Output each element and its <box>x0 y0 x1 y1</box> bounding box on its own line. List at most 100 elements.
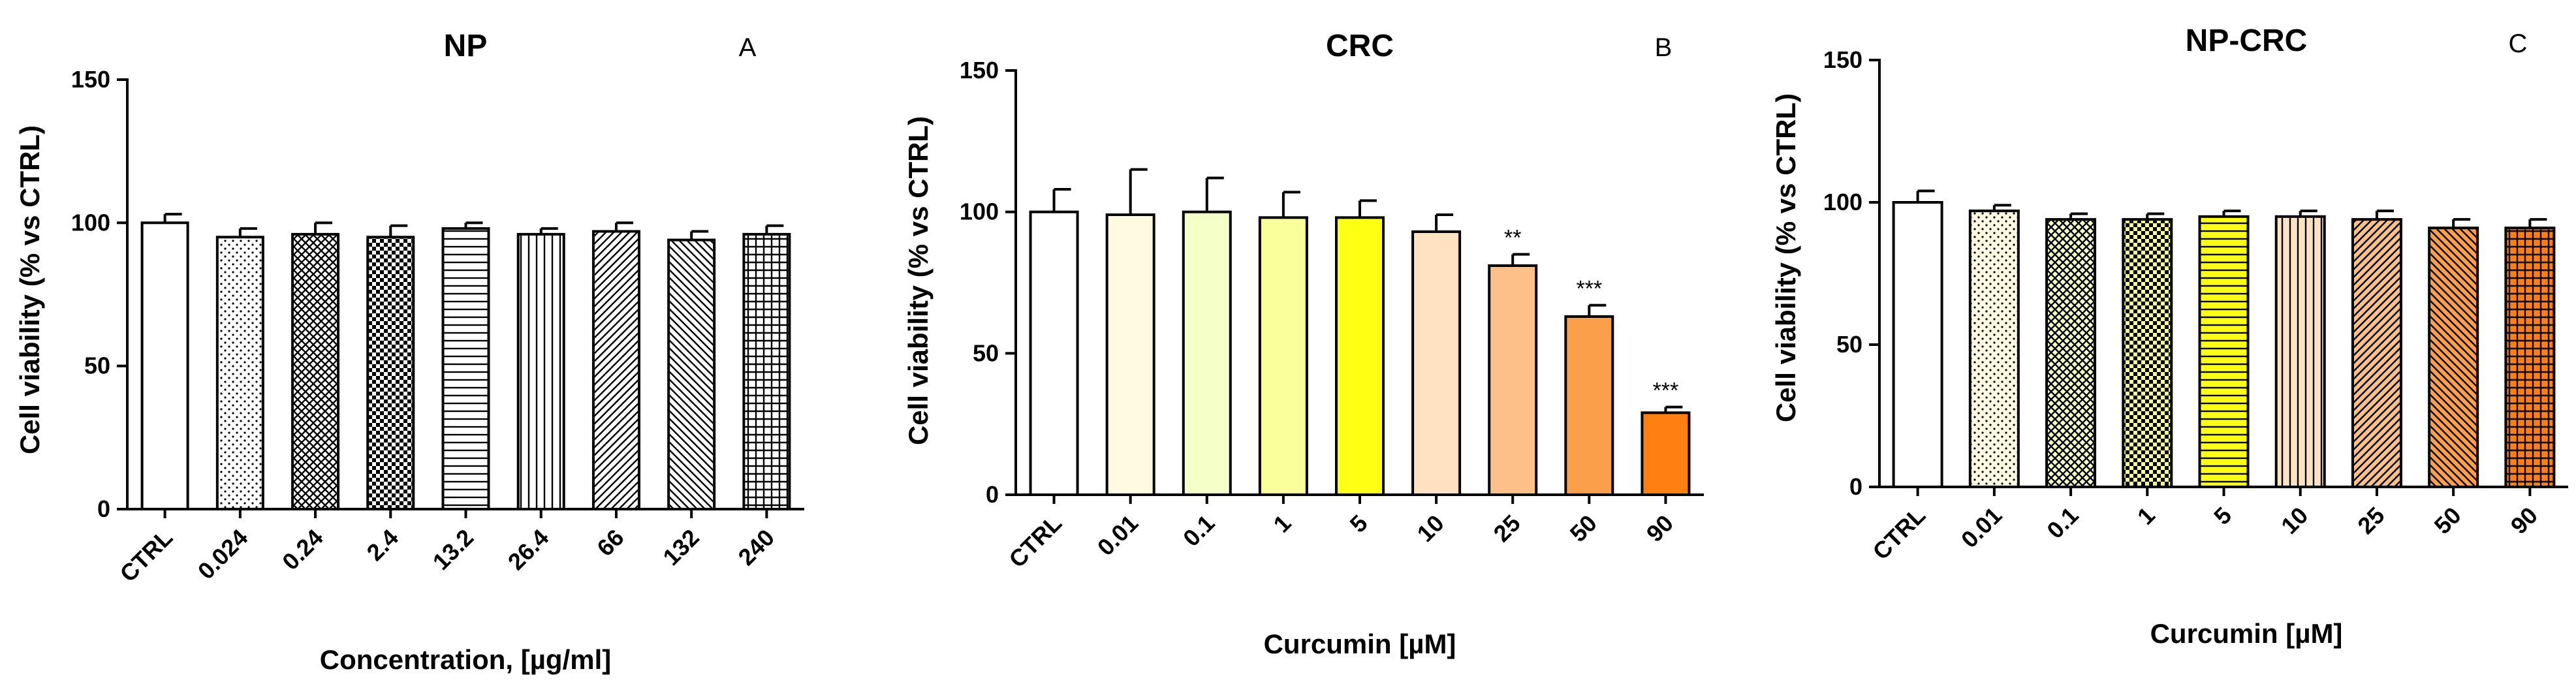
panel-letter: B <box>1655 33 1673 62</box>
x-tick-label: 0.024 <box>193 524 253 585</box>
chart-title: NP <box>444 29 488 63</box>
error-bar-50 <box>1588 304 1607 317</box>
bar-5 <box>1335 216 1385 496</box>
bar-pattern-2.4 <box>369 238 413 508</box>
x-tick-label: 132 <box>657 524 704 570</box>
y-tick-label: 0 <box>97 495 110 522</box>
bar-1 <box>1258 216 1308 496</box>
error-bar-10 <box>2299 210 2317 217</box>
bar-pattern-5 <box>2201 217 2247 486</box>
error-bar-0.1 <box>2069 212 2088 220</box>
error-bar-2.4 <box>389 224 408 238</box>
bar-pattern-0.1 <box>2048 221 2094 486</box>
bar-10 <box>1411 230 1462 496</box>
chart-panel-np-crc: NP-CRC C Cell viability (% vs CTRL) Curc… <box>1770 23 2568 649</box>
chart-title: CRC <box>1326 29 1394 63</box>
x-tick-label: 2.4 <box>362 524 403 566</box>
error-bar-10 <box>1435 213 1454 232</box>
y-tick-label: 150 <box>1823 46 1862 73</box>
bar-CTRL <box>140 221 189 510</box>
bar-pattern-0.24 <box>294 235 338 508</box>
y-tick-label: 50 <box>973 339 999 366</box>
x-tick-label: 90 <box>2505 502 2543 539</box>
y-tick-label: 100 <box>1823 189 1862 215</box>
error-bar-CTRL <box>163 213 182 223</box>
error-bar-CTRL <box>1052 188 1071 212</box>
x-tick-label: 10 <box>1411 510 1449 547</box>
bar-pattern-26.4 <box>519 235 563 508</box>
y-tick-label: 100 <box>960 198 999 225</box>
bar-pattern-90 <box>2507 229 2553 486</box>
x-axis-label: Curcumin [µM] <box>1264 629 1456 659</box>
error-bar-0.1 <box>1205 176 1224 212</box>
x-tick-label: 5 <box>1345 510 1373 538</box>
bar-25 <box>1488 264 1538 496</box>
error-bar-0.024 <box>238 227 257 238</box>
error-bar-1 <box>1281 191 1300 218</box>
bar-pattern-13.2 <box>444 230 488 508</box>
error-bar-66 <box>614 221 633 232</box>
bar-pattern-66 <box>594 232 638 508</box>
x-axis-label: Curcumin [µM] <box>2150 618 2343 649</box>
x-tick-label: CTRL <box>114 524 178 587</box>
x-tick-label: 50 <box>1565 510 1602 547</box>
x-tick-label: CTRL <box>1867 502 1930 565</box>
bar-90 <box>1641 411 1691 496</box>
error-bar-13.2 <box>464 221 483 229</box>
bar-pattern-0.024 <box>218 238 262 508</box>
significance-label: *** <box>1576 277 1602 302</box>
error-bar-132 <box>690 230 709 240</box>
y-tick-label: 150 <box>960 57 999 84</box>
x-tick-label: 90 <box>1641 510 1678 547</box>
significance-label: *** <box>1653 379 1679 403</box>
panel-letter: A <box>739 33 757 62</box>
bar-pattern-50 <box>2430 229 2477 486</box>
y-axis-label: Cell viability (% vs CTRL) <box>903 116 934 445</box>
y-tick-label: 0 <box>986 481 999 508</box>
error-bar-0.24 <box>314 221 333 234</box>
error-bar-0.01 <box>1992 204 2011 211</box>
error-bar-50 <box>2452 218 2471 228</box>
x-tick-label: CTRL <box>1003 510 1067 573</box>
y-tick-label: 50 <box>1836 331 1862 358</box>
error-bar-25 <box>2375 210 2394 220</box>
x-tick-label: 25 <box>1488 510 1526 547</box>
x-tick-label: 1 <box>2132 502 2160 530</box>
error-bar-1 <box>2146 212 2165 220</box>
bar-pattern-1 <box>2124 221 2171 486</box>
error-bar-CTRL <box>1916 189 1935 202</box>
error-bar-5 <box>2222 210 2241 217</box>
x-tick-label: 0.1 <box>2041 502 2083 544</box>
error-bar-90 <box>2528 218 2547 228</box>
bar-0.1 <box>1182 210 1232 496</box>
bar-CTRL <box>1892 201 1943 488</box>
y-axis-label: Cell viability (% vs CTRL) <box>14 125 45 454</box>
x-tick-label: 0.1 <box>1178 510 1219 552</box>
chart-panel-np: NP A Cell viability (% vs CTRL) Concentr… <box>14 29 804 675</box>
chart-panel-crc: CRC B Cell viability (% vs CTRL) Curcumi… <box>903 29 1704 659</box>
bar-pattern-25 <box>2353 221 2400 486</box>
x-tick-label: 10 <box>2276 502 2313 539</box>
bar-pattern-10 <box>2277 217 2323 486</box>
y-tick-label: 0 <box>1849 473 1862 500</box>
y-tick-label: 100 <box>71 209 110 236</box>
x-tick-label: 5 <box>2208 502 2237 530</box>
bar-0.01 <box>1105 213 1155 496</box>
y-tick-label: 150 <box>71 66 110 93</box>
panel-letter: C <box>2509 29 2528 58</box>
x-tick-label: 25 <box>2352 502 2389 539</box>
x-tick-label: 0.24 <box>277 524 328 576</box>
x-tick-label: 66 <box>591 524 629 561</box>
x-tick-label: 0.01 <box>1092 510 1144 561</box>
x-tick-label: 50 <box>2429 502 2466 539</box>
y-tick-label: 50 <box>84 352 110 379</box>
chart-title: NP-CRC <box>2186 23 2308 58</box>
x-axis-label: Concentration, [µg/ml] <box>320 644 612 675</box>
error-bar-5 <box>1359 199 1377 218</box>
x-tick-label: 26.4 <box>503 524 554 576</box>
bar-pattern-132 <box>670 241 714 508</box>
error-bar-26.4 <box>539 227 558 234</box>
error-bar-0.01 <box>1129 168 1148 215</box>
bar-pattern-240 <box>745 235 789 508</box>
x-tick-label: 0.01 <box>1956 502 2007 553</box>
